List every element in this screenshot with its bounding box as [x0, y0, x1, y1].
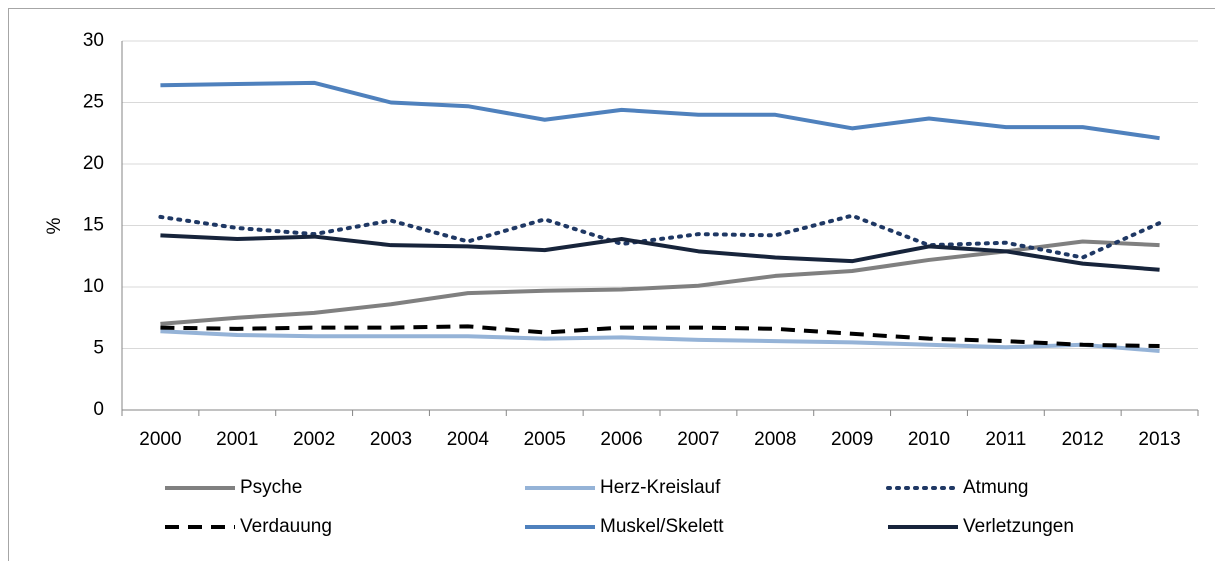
x-tick-label: 2012 [1062, 429, 1104, 450]
x-tick-label: 2005 [524, 429, 566, 450]
x-tick-label: 2004 [447, 429, 490, 450]
y-tick-label: 10 [83, 276, 104, 297]
series-line [160, 83, 1159, 138]
x-tick-label: 2001 [216, 429, 258, 450]
x-tick-label: 2009 [831, 429, 873, 450]
x-tick-label: 2002 [293, 429, 335, 450]
y-tick-label: 15 [83, 215, 104, 236]
y-axis-label: % [44, 217, 65, 234]
legend-label: Psyche [240, 477, 302, 498]
x-tick-label: 2013 [1138, 429, 1180, 450]
y-tick-label: 20 [83, 153, 104, 174]
legend-label: Verdauung [240, 516, 332, 537]
y-tick-label: 25 [83, 92, 104, 113]
x-tick-label: 2006 [600, 429, 642, 450]
x-tick-label: 2011 [985, 429, 1026, 450]
x-tick-label: 2007 [677, 429, 719, 450]
x-tick-label: 2000 [139, 429, 181, 450]
y-tick-label: 0 [93, 399, 104, 420]
y-tick-label: 30 [83, 30, 104, 51]
legend-label: Atmung [963, 477, 1028, 498]
legend-label: Verletzungen [963, 516, 1074, 537]
y-tick-label: 5 [93, 338, 104, 359]
x-tick-label: 2010 [908, 429, 950, 450]
x-tick-label: 2003 [370, 429, 412, 450]
x-tick-label: 2008 [754, 429, 796, 450]
legend-label: Muskel/Skelett [600, 516, 724, 537]
legend-label: Herz-Kreislauf [600, 477, 721, 498]
